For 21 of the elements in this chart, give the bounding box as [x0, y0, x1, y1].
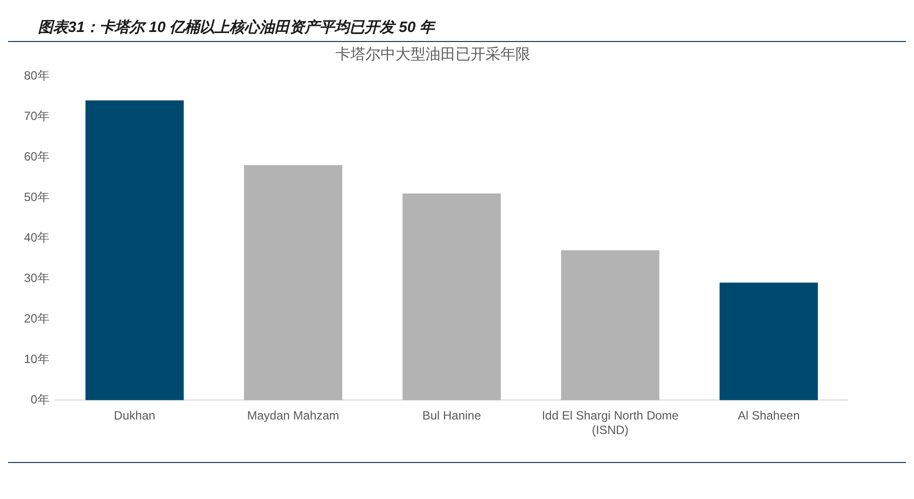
- y-tick-label: 10年: [24, 352, 50, 366]
- y-tick-label: 30年: [24, 270, 50, 285]
- bar: [244, 165, 342, 400]
- chart-title: 图表31：卡塔尔 10 亿桶以上核心油田资产平均已开发 50 年: [8, 8, 906, 42]
- x-tick-label: Maydan Mahzam: [247, 408, 340, 423]
- y-tick-label: 50年: [24, 190, 50, 204]
- y-tick-label: 70年: [24, 108, 50, 123]
- x-tick-label: Al Shaheen: [738, 408, 800, 423]
- x-tick-label: Idd El Shargi North Dome (ISND): [542, 408, 679, 438]
- y-tick-label: 20年: [24, 311, 50, 326]
- bar: [561, 250, 660, 400]
- x-tick-label: Bul Hanine: [422, 408, 482, 423]
- y-tick-label: 40年: [24, 230, 50, 244]
- x-tick-label: Dukhan: [114, 408, 156, 423]
- bar: [720, 282, 818, 400]
- chart-subtitle: 卡塔尔中大型油田已开采年限: [336, 46, 530, 64]
- bar: [85, 100, 184, 400]
- y-tick-label: 60年: [24, 149, 50, 164]
- y-tick-label: 80年: [24, 68, 50, 82]
- y-tick-label: 0年: [30, 392, 50, 407]
- bar: [402, 194, 501, 400]
